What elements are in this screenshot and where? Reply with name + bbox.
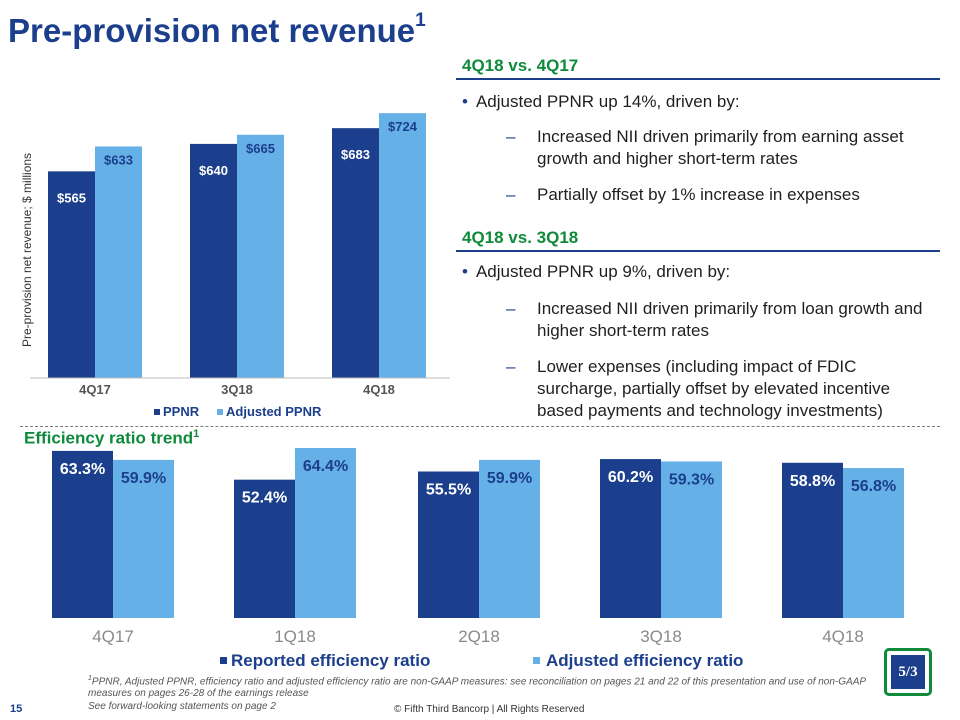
eff-x-tick-label: 4Q17 <box>92 627 134 646</box>
bullet-text: Adjusted PPNR up 9%, driven by: <box>475 262 731 281</box>
sub-bullet-3: – Increased NII driven primarily from loa… <box>506 298 936 342</box>
sub-bullet-text: Increased NII driven primarily from earn… <box>537 127 904 168</box>
dash-glyph: – <box>506 185 516 204</box>
ppnr-bar-4Q17-adjusted <box>95 146 142 378</box>
eff-data-label: 58.8% <box>790 473 835 490</box>
efficiency-title-text: Efficiency ratio trend <box>24 428 194 448</box>
bullet-text: Adjusted PPNR up 14%, driven by: <box>475 92 740 111</box>
logo-mark: 5/3 <box>891 655 925 689</box>
section-rule-2 <box>456 250 940 252</box>
page-number: 15 <box>10 703 23 715</box>
sub-bullet-2: – Partially offset by 1% increase in expe… <box>506 184 936 206</box>
efficiency-title: Efficiency ratio trend1 <box>24 428 199 449</box>
eff-data-label: 56.8% <box>851 478 896 495</box>
ppnr-data-label: $724 <box>388 119 418 134</box>
eff-data-label: 52.4% <box>242 490 287 507</box>
fifth-third-logo: 5/3 <box>884 648 932 696</box>
bullet-dot: • <box>462 92 468 111</box>
ppnr-legend-label: Adjusted PPNR <box>226 404 322 419</box>
section-heading-4q18-vs-3q18: 4Q18 vs. 3Q18 <box>462 228 579 247</box>
eff-bar-3Q18-reported <box>600 459 661 618</box>
ppnr-data-label: $640 <box>199 163 228 178</box>
ppnr-x-tick-label: 4Q17 <box>79 382 111 397</box>
bullet-2: • Adjusted PPNR up 9%, driven by: <box>462 262 730 282</box>
eff-bar-4Q18-reported <box>782 462 843 618</box>
eff-data-label: 59.9% <box>121 470 166 487</box>
eff-bar-1Q18-adjusted <box>295 448 356 618</box>
ppnr-bar-4Q17-ppnr <box>48 171 95 378</box>
eff-legend-label: Reported efficiency ratio <box>231 651 430 670</box>
eff-x-tick-label: 3Q18 <box>640 627 682 646</box>
eff-bar-3Q18-adjusted <box>661 461 722 618</box>
eff-data-label: 64.4% <box>303 458 348 475</box>
eff-x-tick-label: 1Q18 <box>274 627 316 646</box>
footnote-text: PPNR, Adjusted PPNR, efficiency ratio an… <box>88 676 866 700</box>
sub-bullet-text: Lower expenses (including impact of FDIC… <box>537 357 891 420</box>
sub-bullet-text: Increased NII driven primarily from loan… <box>537 299 923 340</box>
eff-bar-2Q18-reported <box>418 471 479 618</box>
eff-data-label: 59.9% <box>487 470 532 487</box>
dash-glyph: – <box>506 299 516 318</box>
page-title-text: Pre-provision net revenue <box>8 12 416 49</box>
ppnr-data-label: $683 <box>341 147 370 162</box>
sub-bullet-1: – Increased NII driven primarily from ear… <box>506 126 936 170</box>
eff-data-label: 59.3% <box>669 471 714 488</box>
ppnr-legend-swatch-ppnr <box>154 409 160 415</box>
page-title: Pre-provision net revenue1 <box>8 10 426 50</box>
ppnr-bar-4Q18-adjusted <box>379 113 426 378</box>
eff-data-label: 60.2% <box>608 469 653 486</box>
bullet-1: • Adjusted PPNR up 14%, driven by: <box>462 92 740 112</box>
eff-bar-4Q18-adjusted <box>843 468 904 618</box>
title-superscript: 1 <box>415 10 426 31</box>
sub-bullet-text: Partially offset by 1% increase in expen… <box>537 185 860 204</box>
eff-x-tick-label: 2Q18 <box>458 627 500 646</box>
bullet-dot: • <box>462 262 468 281</box>
eff-legend-swatch-reported <box>220 657 227 664</box>
footnote-sup: 1 <box>88 675 92 682</box>
ppnr-y-axis-label: Pre-provision net revenue; $ millions <box>20 153 34 347</box>
section-divider <box>20 426 940 427</box>
section-heading-4q18-vs-4q17: 4Q18 vs. 4Q17 <box>462 56 579 75</box>
eff-bar-2Q18-adjusted <box>479 459 540 618</box>
dash-glyph: – <box>506 127 516 146</box>
eff-data-label: 55.5% <box>426 481 471 498</box>
eff-bar-4Q17-reported <box>52 450 113 618</box>
footnote: 1PPNR, Adjusted PPNR, efficiency ratio a… <box>88 673 888 700</box>
eff-bar-4Q17-adjusted <box>113 459 174 618</box>
ppnr-legend-label: PPNR <box>163 404 200 419</box>
eff-x-tick-label: 4Q18 <box>822 627 864 646</box>
ppnr-data-label: $633 <box>104 152 133 167</box>
copyright: © Fifth Third Bancorp | All Rights Reser… <box>394 704 585 715</box>
ppnr-x-tick-label: 4Q18 <box>363 382 395 397</box>
ppnr-legend-swatch-adjusted <box>217 409 223 415</box>
sub-bullet-4: – Lower expenses (including impact of FDI… <box>506 356 936 422</box>
ppnr-x-tick-label: 3Q18 <box>221 382 253 397</box>
ppnr-bar-3Q18-ppnr <box>190 143 237 378</box>
section-rule-1 <box>456 78 940 80</box>
efficiency-title-sup: 1 <box>193 428 200 440</box>
eff-legend-swatch-adjusted <box>533 657 540 664</box>
eff-data-label: 63.3% <box>60 461 105 478</box>
ppnr-data-label: $565 <box>57 190 86 205</box>
ppnr-bar-4Q18-ppnr <box>332 128 379 378</box>
eff-legend-label: Adjusted efficiency ratio <box>546 651 743 670</box>
forward-looking-note: See forward-looking statements on page 2 <box>88 701 276 712</box>
dash-glyph: – <box>506 357 516 376</box>
ppnr-bar-3Q18-adjusted <box>237 134 284 378</box>
eff-bar-1Q18-reported <box>234 479 295 618</box>
ppnr-data-label: $665 <box>246 141 275 156</box>
